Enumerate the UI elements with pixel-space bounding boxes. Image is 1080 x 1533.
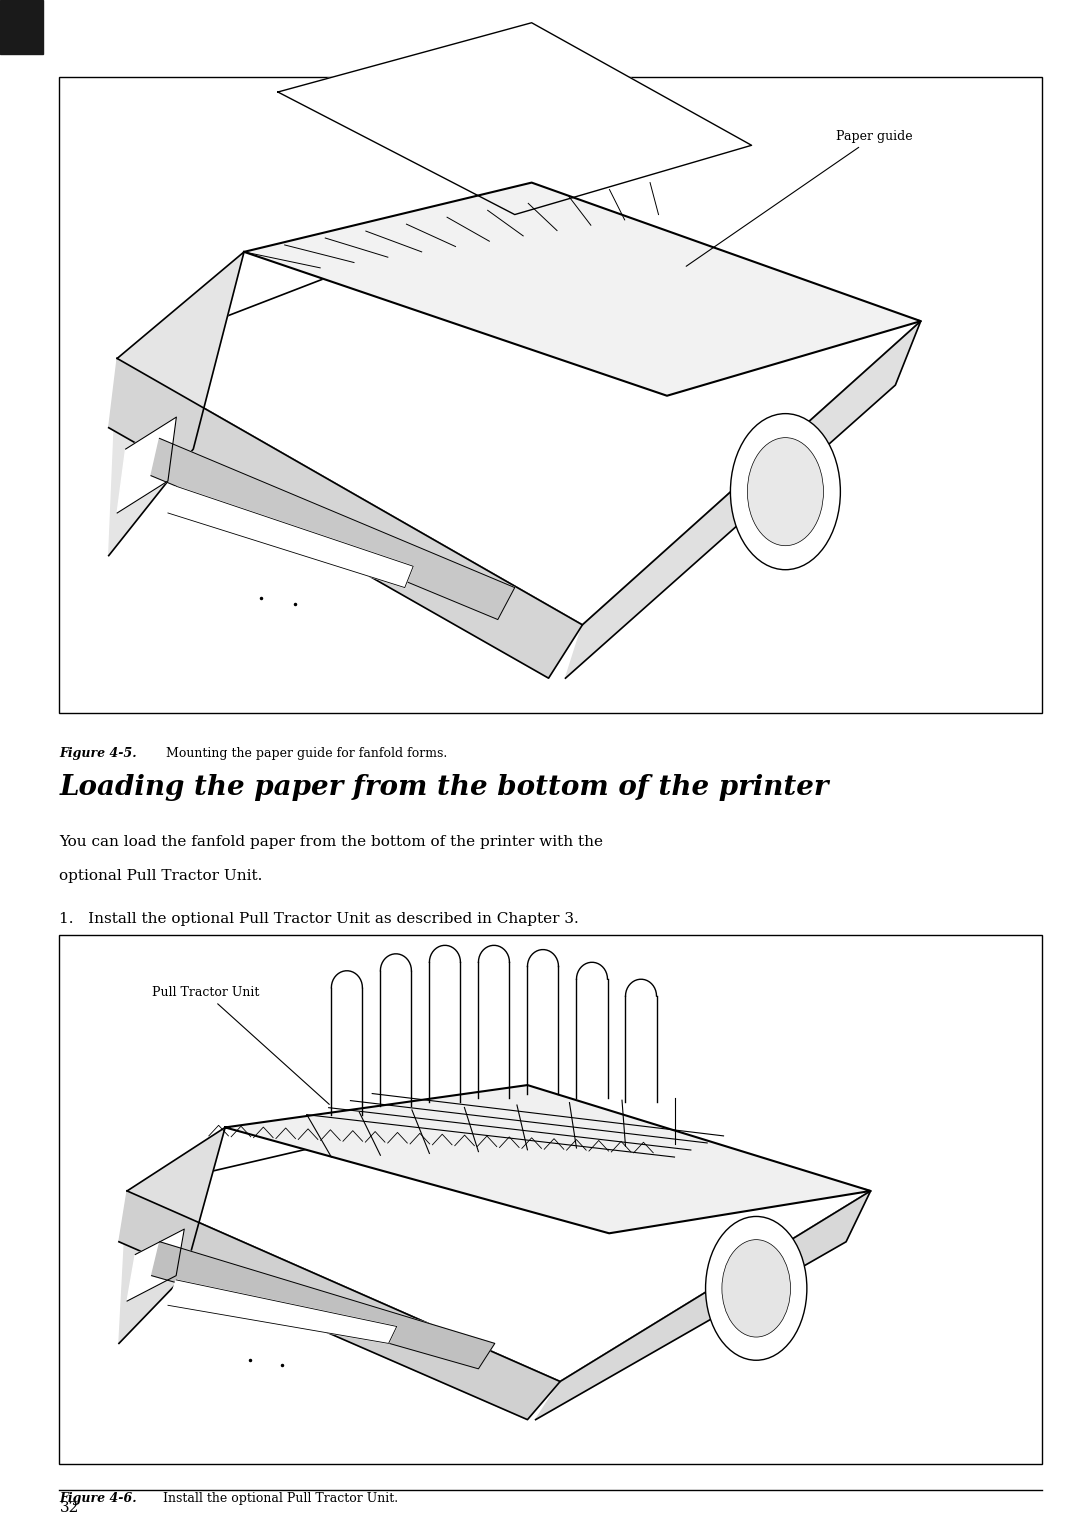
Polygon shape [119,1127,225,1343]
Circle shape [721,1240,791,1337]
Text: Figure 4-5.: Figure 4-5. [59,747,137,759]
Polygon shape [225,1085,870,1233]
Circle shape [705,1217,807,1360]
Text: Loading the paper from the bottom of the printer: Loading the paper from the bottom of the… [59,774,829,802]
Polygon shape [109,251,244,555]
Polygon shape [151,438,515,619]
Text: optional Pull Tractor Unit.: optional Pull Tractor Unit. [59,869,262,883]
Circle shape [747,437,823,546]
Polygon shape [278,23,752,215]
Text: Install the optional Pull Tractor Unit.: Install the optional Pull Tractor Unit. [159,1492,397,1504]
Text: Paper guide: Paper guide [686,130,913,267]
Polygon shape [117,417,176,514]
Text: Figure 4-6.: Figure 4-6. [59,1492,137,1504]
Bar [59,935,1042,1464]
Polygon shape [117,199,921,625]
Polygon shape [167,486,414,587]
Polygon shape [127,1098,870,1381]
Circle shape [730,414,840,570]
Text: 32: 32 [59,1501,79,1515]
Polygon shape [244,182,921,396]
Polygon shape [119,1191,561,1420]
Polygon shape [536,1191,870,1420]
Text: You can load the fanfold paper from the bottom of the printer with the: You can load the fanfold paper from the … [59,835,604,849]
Polygon shape [151,1242,495,1369]
Polygon shape [127,1229,185,1302]
Text: 1.   Install the optional Pull Tractor Unit as described in Chapter 3.: 1. Install the optional Pull Tractor Uni… [59,912,579,926]
Bar [59,77,1042,713]
Text: Mounting the paper guide for fanfold forms.: Mounting the paper guide for fanfold for… [162,747,447,759]
Polygon shape [168,1280,396,1343]
Polygon shape [109,359,582,678]
Text: Pull Tractor Unit: Pull Tractor Unit [151,986,329,1104]
Polygon shape [566,320,921,678]
